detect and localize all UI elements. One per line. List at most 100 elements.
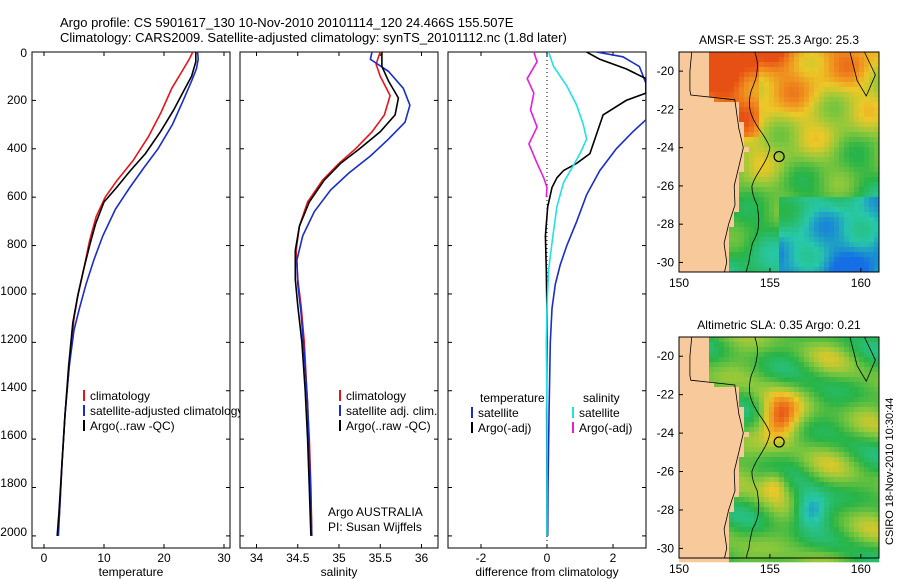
map-cell <box>774 212 780 218</box>
map-cell <box>739 542 745 548</box>
map-cell <box>699 227 705 233</box>
map-cell <box>724 457 730 463</box>
map-cell <box>754 152 760 158</box>
map-cell <box>739 57 745 63</box>
map-cell <box>704 222 710 228</box>
map-cell <box>854 87 860 93</box>
legend-label: satellite adj. clim. <box>346 404 437 418</box>
map-cell <box>834 117 840 123</box>
map-cell <box>804 502 810 508</box>
map-cell <box>709 477 715 483</box>
map-cell <box>834 217 840 223</box>
map-cell <box>834 147 840 153</box>
map-cell <box>814 72 820 78</box>
map-cell <box>714 217 720 223</box>
map-cell <box>814 132 820 138</box>
map-cell <box>699 167 705 173</box>
map-cell <box>869 102 875 108</box>
map-cell <box>684 242 690 248</box>
map-cell <box>829 157 835 163</box>
map-cell <box>684 407 690 413</box>
map-cell <box>734 127 740 133</box>
map-cell <box>684 192 690 198</box>
map-cell <box>759 97 765 103</box>
map-cell <box>819 222 825 228</box>
map-cell <box>744 142 750 148</box>
map-cell <box>839 127 845 133</box>
map-cell <box>789 62 795 68</box>
map-cell <box>799 557 805 563</box>
map-cell <box>854 352 860 358</box>
map-cell <box>724 357 730 363</box>
map-cell <box>739 397 745 403</box>
map-cell <box>734 227 740 233</box>
map-cell <box>824 347 830 353</box>
map-cell <box>869 62 875 68</box>
map-cell <box>774 177 780 183</box>
map-cell <box>849 387 855 393</box>
map-cell <box>694 407 700 413</box>
map-cell <box>699 137 705 143</box>
map-cell <box>719 72 725 78</box>
map-cell <box>784 117 790 123</box>
map-cell <box>814 187 820 193</box>
map-cell <box>734 442 740 448</box>
map-cell <box>714 62 720 68</box>
map-cell <box>769 542 775 548</box>
map-cell <box>784 427 790 433</box>
map-cell <box>794 532 800 538</box>
map-cell <box>749 557 755 563</box>
map-cell <box>854 262 860 268</box>
map-cell <box>724 97 730 103</box>
map-cell <box>774 492 780 498</box>
map-cell <box>839 382 845 388</box>
map-cell <box>759 137 765 143</box>
map-cell <box>789 417 795 423</box>
map-cell <box>689 557 695 563</box>
map-cell <box>679 442 685 448</box>
map-cell <box>744 202 750 208</box>
map-cell <box>814 67 820 73</box>
map-cell <box>794 137 800 143</box>
map-cell <box>854 242 860 248</box>
map-cell <box>769 427 775 433</box>
map-cell <box>749 62 755 68</box>
map-cell <box>789 557 795 563</box>
map-cell <box>819 377 825 383</box>
map-cell <box>699 82 705 88</box>
map-cell <box>709 182 715 188</box>
map-cell <box>794 492 800 498</box>
map-cell <box>874 82 880 88</box>
map-cell <box>774 547 780 553</box>
map-cell <box>804 102 810 108</box>
map-cell <box>794 417 800 423</box>
map-cell <box>699 182 705 188</box>
map-cell <box>809 102 815 108</box>
map-cell <box>714 187 720 193</box>
map-cell <box>834 52 840 58</box>
map-cell <box>844 412 850 418</box>
map-cell <box>714 197 720 203</box>
map-cell <box>869 212 875 218</box>
map-cell <box>794 207 800 213</box>
map-cell <box>779 437 785 443</box>
map-cell <box>709 467 715 473</box>
map-cell <box>829 537 835 543</box>
map-cell <box>694 137 700 143</box>
map-cell <box>759 422 765 428</box>
map-cell <box>749 252 755 258</box>
map-cell <box>699 352 705 358</box>
map-cell <box>709 232 715 238</box>
map-cell <box>844 472 850 478</box>
map-cell <box>719 372 725 378</box>
map-cell <box>804 157 810 163</box>
map-cell <box>694 422 700 428</box>
map-cell <box>744 187 750 193</box>
map-cell <box>819 347 825 353</box>
map-cell <box>774 452 780 458</box>
map-cell <box>849 502 855 508</box>
map-cell <box>774 217 780 223</box>
map-cell <box>854 457 860 463</box>
map-cell <box>799 477 805 483</box>
